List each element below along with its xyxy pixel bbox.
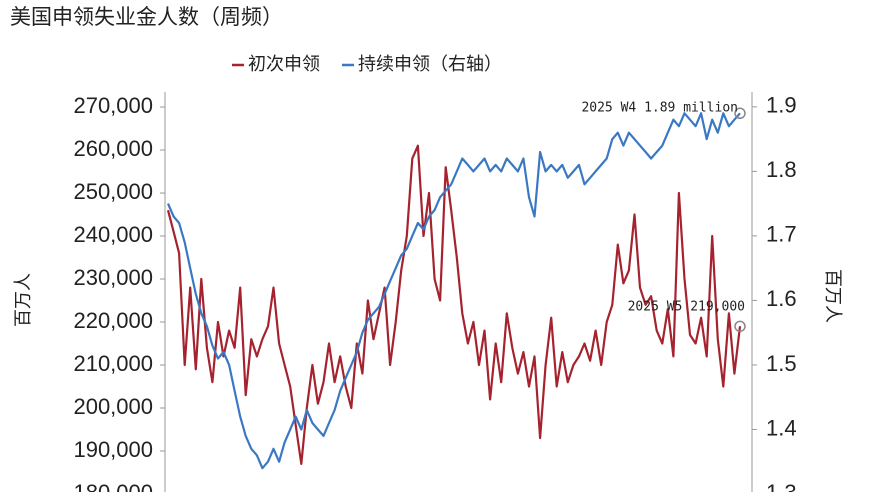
y2-tick-label: 1.6 (766, 286, 797, 311)
y-tick-label: 270,000 (73, 93, 153, 118)
y2-tick-label: 1.7 (766, 222, 797, 247)
series-line (166, 144, 742, 465)
series-line (166, 112, 741, 470)
y-tick-label: 220,000 (73, 308, 153, 333)
y2-tick-label: 1.4 (766, 415, 797, 440)
y2-tick-label: 1.5 (766, 351, 797, 376)
y-tick-label: 190,000 (73, 437, 153, 462)
y2-axis-label: 百万人 (822, 269, 843, 323)
y2-tick-label: 1.3 (766, 480, 797, 492)
y2-tick-label: 1.8 (766, 157, 797, 182)
legend-label: 持续申领（右轴） (358, 54, 502, 75)
y-tick-label: 180,000 (73, 480, 153, 492)
chart-title: 美国申领失业金人数（周频） (10, 5, 283, 29)
y-axis-label: 百万人 (13, 273, 34, 327)
y-tick-label: 240,000 (73, 222, 153, 247)
y-tick-label: 200,000 (73, 394, 153, 419)
y-tick-label: 230,000 (73, 265, 153, 290)
y-tick-label: 250,000 (73, 179, 153, 204)
end-marker (734, 107, 746, 120)
legend-label: 初次申领 (248, 54, 320, 75)
y2-tick-label: 1.9 (766, 93, 797, 118)
y-tick-label: 210,000 (73, 351, 153, 376)
y-tick-label: 260,000 (73, 136, 153, 161)
annotation: 2025 W4 1.89 million (581, 101, 738, 116)
annotation: 2025 W5 219,000 (628, 300, 745, 315)
end-marker (734, 320, 746, 333)
